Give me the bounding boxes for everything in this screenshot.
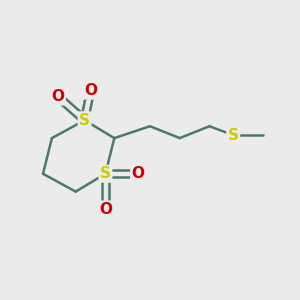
Text: S: S bbox=[100, 166, 111, 181]
Text: S: S bbox=[79, 113, 90, 128]
Text: O: O bbox=[99, 202, 112, 217]
Text: S: S bbox=[228, 128, 239, 142]
Text: O: O bbox=[84, 83, 97, 98]
Text: O: O bbox=[51, 89, 64, 104]
Text: O: O bbox=[132, 166, 145, 181]
